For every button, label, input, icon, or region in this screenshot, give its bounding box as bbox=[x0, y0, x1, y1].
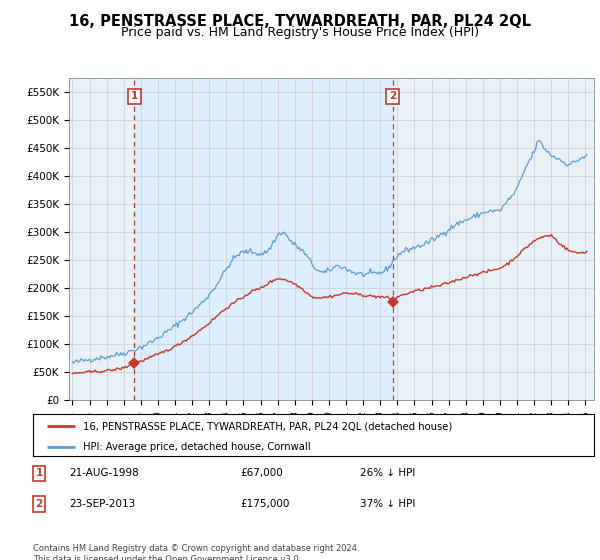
Text: 1: 1 bbox=[35, 468, 43, 478]
Text: 26% ↓ HPI: 26% ↓ HPI bbox=[360, 468, 415, 478]
Text: 23-SEP-2013: 23-SEP-2013 bbox=[69, 499, 135, 509]
Text: HPI: Average price, detached house, Cornwall: HPI: Average price, detached house, Corn… bbox=[83, 442, 311, 452]
Text: £67,000: £67,000 bbox=[240, 468, 283, 478]
Text: 2: 2 bbox=[35, 499, 43, 509]
Text: 21-AUG-1998: 21-AUG-1998 bbox=[69, 468, 139, 478]
Text: £175,000: £175,000 bbox=[240, 499, 289, 509]
Text: 16, PENSTRASSE PLACE, TYWARDREATH, PAR, PL24 2QL (detached house): 16, PENSTRASSE PLACE, TYWARDREATH, PAR, … bbox=[83, 421, 453, 431]
Text: 37% ↓ HPI: 37% ↓ HPI bbox=[360, 499, 415, 509]
Text: 1: 1 bbox=[131, 91, 138, 101]
Text: Price paid vs. HM Land Registry's House Price Index (HPI): Price paid vs. HM Land Registry's House … bbox=[121, 26, 479, 39]
Bar bbox=[134, 78, 392, 400]
Text: Contains HM Land Registry data © Crown copyright and database right 2024.
This d: Contains HM Land Registry data © Crown c… bbox=[33, 544, 359, 560]
Text: 16, PENSTRASSE PLACE, TYWARDREATH, PAR, PL24 2QL: 16, PENSTRASSE PLACE, TYWARDREATH, PAR, … bbox=[69, 14, 531, 29]
Text: 2: 2 bbox=[389, 91, 396, 101]
